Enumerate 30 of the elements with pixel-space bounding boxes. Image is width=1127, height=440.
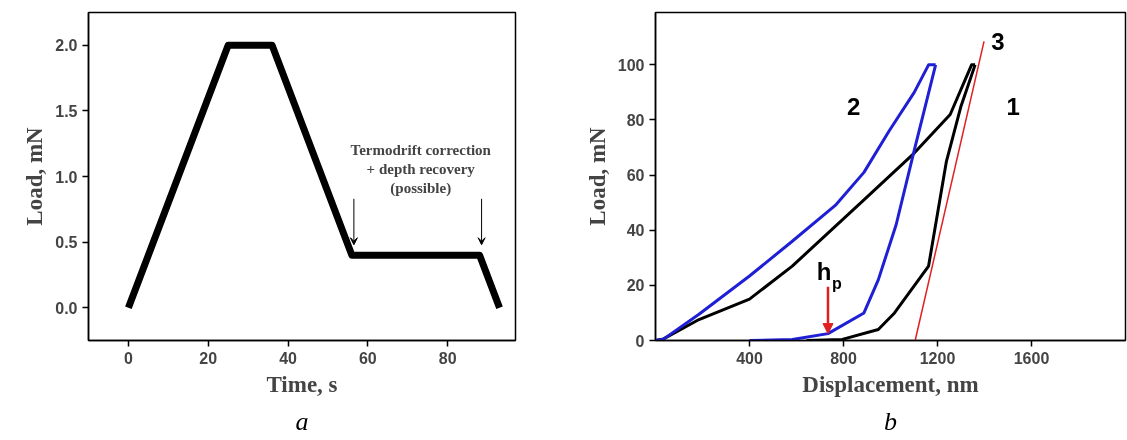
y-axis-title: Load, mN bbox=[22, 126, 48, 226]
y-tick-label: 20 bbox=[626, 277, 645, 295]
y-tick-label: 40 bbox=[626, 222, 645, 240]
y-tick-label: 0 bbox=[635, 332, 645, 350]
x-tick-label: 1200 bbox=[919, 349, 956, 367]
y-tick-label: 80 bbox=[626, 112, 645, 129]
series-label: 3 bbox=[991, 27, 1005, 55]
x-tick-label: 20 bbox=[199, 349, 218, 367]
x-axis-title: Time, s bbox=[266, 371, 338, 397]
annotation: Termodrift correction + depth recovery (possible) bbox=[350, 141, 492, 198]
x-tick-label: 40 bbox=[279, 349, 298, 367]
y-axis-title: Load, mN bbox=[584, 126, 610, 226]
x-tick-label: 400 bbox=[736, 349, 763, 367]
x-tick-label: 1600 bbox=[1013, 349, 1050, 367]
x-tick-label: 60 bbox=[358, 349, 377, 367]
y-tick-label: 0.5 bbox=[55, 234, 78, 252]
y-tick-label: 1.0 bbox=[55, 168, 78, 186]
series-label: 2 bbox=[846, 93, 861, 121]
y-tick-label: 1.5 bbox=[55, 102, 78, 120]
y-tick-label: 60 bbox=[626, 167, 645, 185]
x-tick-label: 0 bbox=[123, 349, 133, 367]
series-label: 1 bbox=[1006, 93, 1020, 121]
text: a bbox=[295, 406, 309, 436]
y-tick-label: 0.0 bbox=[55, 299, 78, 317]
text: b bbox=[884, 406, 897, 436]
y-tick-label: 100 bbox=[617, 56, 645, 74]
x-axis-title: Displacement, nm bbox=[802, 371, 979, 397]
x-tick-label: 800 bbox=[830, 349, 857, 367]
y-tick-label: 2.0 bbox=[55, 37, 78, 55]
x-tick-label: 80 bbox=[438, 349, 457, 367]
